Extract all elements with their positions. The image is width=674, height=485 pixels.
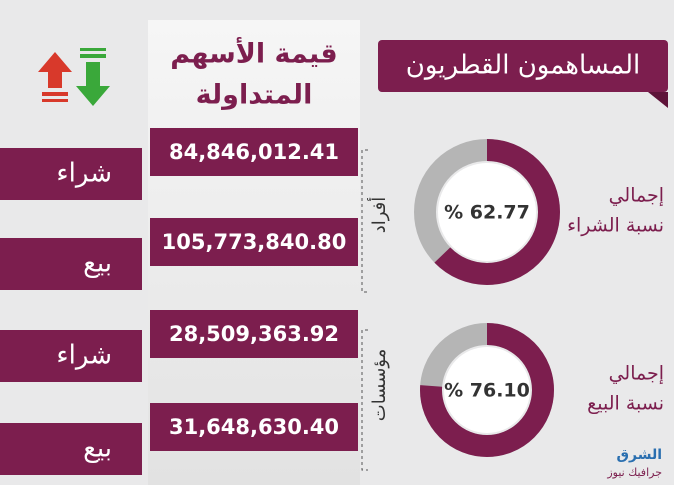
value-text: 84,846,012.41 [169,140,339,164]
column-title: قيمة الأسهم [170,37,337,70]
logo-sub: جرافيك نيوز [606,466,662,479]
donut-segment [414,139,560,285]
group-bracket [361,149,368,293]
side-label: بيع [83,434,112,464]
side-block [0,330,142,382]
side-block [0,238,142,290]
value-bar [150,218,358,266]
value-text: 28,509,363.92 [169,322,339,346]
donut-value: % 76.10 [444,380,530,402]
side-block [0,423,142,475]
group-label: مؤسسات [369,349,390,422]
donut-segment [420,323,554,457]
value-bar [150,128,358,176]
donut-label: إجمالي [609,185,664,208]
donut-hole [438,163,536,261]
side-label: بيع [83,249,112,279]
donut-label: نسبة الشراء [567,215,664,237]
column-title: المتداولة [196,80,313,111]
value-bar [150,310,358,358]
donut-hole [444,347,530,433]
logo-brand: الشرق [616,447,662,463]
value-bar [150,403,358,451]
group-label: أفراد [367,197,390,234]
title: المساهمون القطريون [406,51,641,81]
donut-value: % 62.77 [444,202,530,224]
side-block [0,148,142,200]
donut-label: إجمالي [609,363,664,386]
value-text: 31,648,630.40 [169,415,339,439]
value-text: 105,773,840.80 [162,230,347,254]
side-label: شراء [56,159,112,189]
arrows-icon [38,48,110,106]
title-tail [648,92,668,108]
group-bracket [361,329,368,471]
donut-label: نسبة البيع [587,393,664,415]
side-label: شراء [56,341,112,371]
title-box [378,40,668,92]
